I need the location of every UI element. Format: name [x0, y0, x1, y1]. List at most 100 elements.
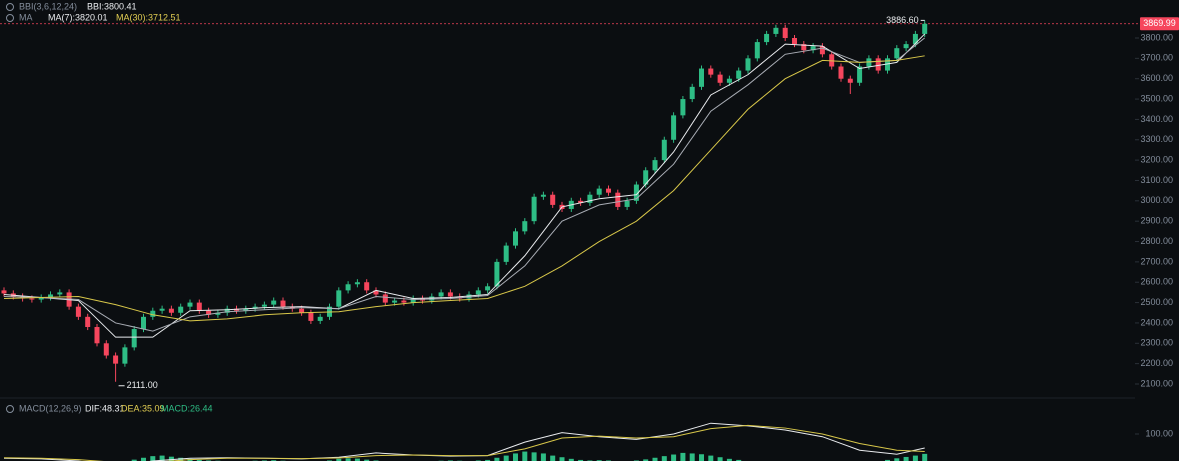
candle-body — [494, 261, 500, 287]
macd-bar — [513, 453, 518, 461]
candle-body — [38, 297, 44, 300]
candle-body — [196, 302, 202, 311]
candle-body — [392, 300, 398, 303]
y-tick-label: 3500.00 — [1140, 93, 1173, 103]
macd-bar — [531, 452, 537, 461]
candle-body — [708, 68, 714, 75]
candle-body — [857, 66, 863, 83]
candle-body — [922, 23, 928, 34]
candle-body — [587, 194, 593, 203]
macd-bar — [680, 452, 686, 461]
macd-bar — [643, 459, 649, 461]
macd-panel — [3, 422, 928, 461]
candle-body — [364, 282, 370, 291]
candle-body — [354, 282, 360, 285]
candle-body — [168, 308, 174, 313]
legend-icon — [6, 3, 14, 11]
candle-body — [308, 312, 314, 321]
macd-bar — [578, 459, 584, 461]
macd-bar — [503, 455, 509, 461]
series-line — [3, 424, 925, 461]
macd-bar — [540, 453, 546, 461]
candle-body — [578, 200, 584, 203]
candle-body — [754, 42, 760, 59]
macd-bar — [922, 453, 928, 461]
y-tick-label: 2700.00 — [1140, 256, 1173, 266]
macd-bar — [689, 453, 695, 461]
macd-bar — [494, 457, 500, 461]
macd-bar — [708, 455, 714, 461]
macd-bar — [131, 459, 137, 461]
macd-bar — [354, 458, 360, 461]
candle-body — [885, 58, 890, 71]
candle-body — [522, 221, 528, 232]
candle-body — [736, 70, 742, 79]
candle-body — [85, 316, 91, 328]
macd-bar — [568, 458, 574, 461]
macd-bar — [726, 458, 732, 461]
macd-bar — [141, 457, 146, 461]
candle-body — [122, 347, 128, 364]
candle-body — [252, 306, 258, 309]
candle-body — [317, 316, 323, 321]
last-price-box — [1140, 17, 1179, 31]
candle-body — [792, 38, 797, 45]
y-tick-label: 2100.00 — [1140, 378, 1173, 388]
candle-body — [633, 184, 639, 201]
candle-body — [159, 308, 165, 311]
y-tick-label: 100.00 — [1145, 428, 1173, 438]
y-tick-label: 2900.00 — [1140, 216, 1173, 226]
macd-bar — [736, 459, 742, 461]
macd-bar — [150, 456, 156, 461]
macd-bar — [522, 451, 528, 461]
macd-bar — [885, 459, 890, 461]
y-tick-label: 3200.00 — [1140, 154, 1173, 164]
candle-body — [466, 294, 472, 299]
legend-value: DIF:48.31 — [85, 403, 125, 413]
candle-body — [289, 306, 295, 309]
candle-body — [699, 68, 704, 87]
candle-body — [373, 290, 379, 295]
legend-label: MA — [19, 12, 33, 22]
candle-body — [103, 343, 109, 356]
candle-body — [401, 300, 407, 303]
y-tick-label: 3300.00 — [1140, 134, 1173, 144]
y-tick-label: 2400.00 — [1140, 317, 1173, 327]
candle-body — [29, 298, 35, 300]
series-line — [3, 37, 926, 332]
y-tick-label: 3600.00 — [1140, 73, 1173, 83]
candle-body — [782, 27, 788, 39]
candle-body — [94, 327, 100, 344]
low-annotation: 2111.00 — [127, 380, 158, 390]
candle-body — [113, 355, 119, 364]
legend-icon — [6, 405, 14, 413]
last-price-label: 3869.99 — [1143, 18, 1176, 28]
candle-body — [20, 296, 26, 299]
legend-value: MACD:26.44 — [161, 403, 213, 413]
candle-body — [475, 290, 481, 295]
candle-body — [187, 302, 193, 307]
candle-body — [819, 46, 825, 55]
y-tick-label: 2300.00 — [1140, 338, 1173, 348]
candle-body — [271, 300, 277, 305]
candle-body — [410, 298, 416, 303]
candle-body — [661, 139, 667, 161]
candle-body — [1, 290, 7, 294]
candle-body — [689, 86, 695, 100]
candle-body — [299, 308, 305, 313]
macd-bar — [699, 454, 704, 461]
candle-body — [75, 306, 81, 317]
candle-body — [773, 27, 779, 34]
candle-body — [261, 304, 267, 307]
candle-body — [550, 194, 556, 205]
candle-body — [336, 290, 342, 307]
candle-body — [810, 46, 816, 51]
legend-label: MACD(12,26,9) — [19, 403, 82, 413]
macd-bar — [661, 456, 667, 461]
candle-body — [224, 308, 230, 313]
macd-bar — [894, 458, 900, 461]
candle-body — [345, 284, 351, 291]
series-line — [3, 55, 925, 322]
